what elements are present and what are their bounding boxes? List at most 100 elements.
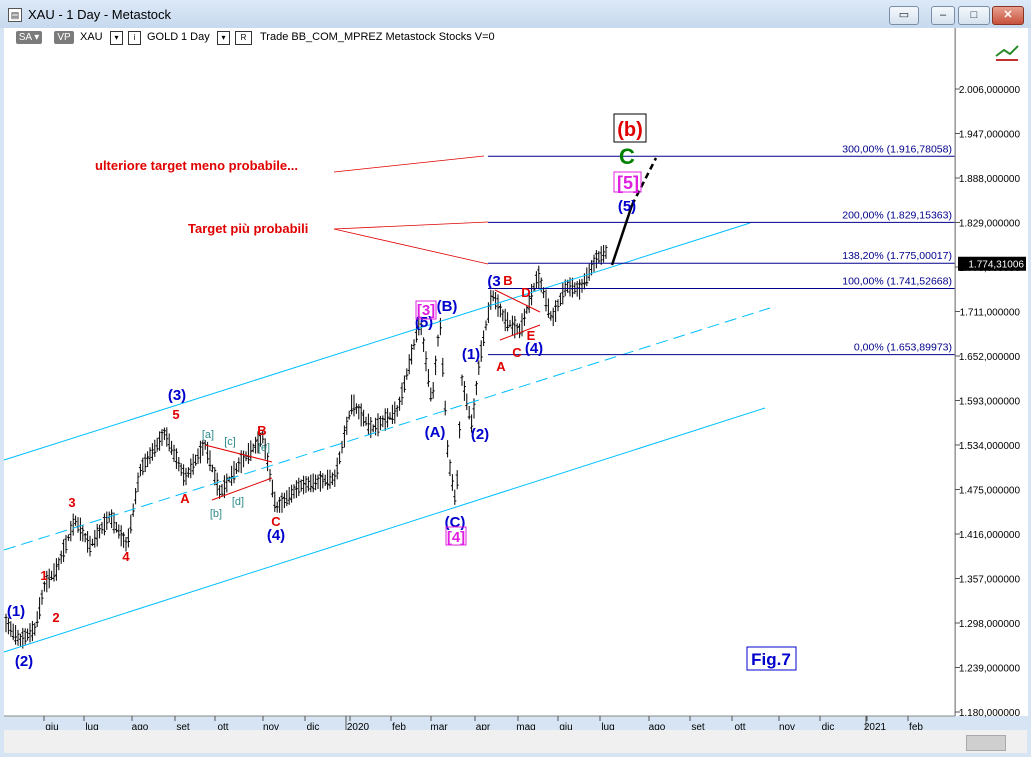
price-bar — [218, 485, 222, 499]
price-bar — [448, 459, 452, 477]
sa-button[interactable]: SA ▾ — [16, 31, 42, 44]
restore-small-icon[interactable]: ▭ — [889, 6, 919, 25]
price-bar — [474, 380, 478, 396]
last-price-label: 1.774,31006 — [968, 260, 1024, 271]
price-bar — [587, 263, 591, 281]
price-bar — [126, 528, 130, 548]
price-bar — [232, 461, 236, 484]
price-bar — [71, 513, 75, 536]
price-bar — [237, 457, 241, 473]
price-tick-label: 1.947,000000 — [959, 130, 1021, 141]
price-bar — [110, 509, 114, 529]
price-bar — [210, 464, 214, 473]
chart-area[interactable] — [4, 48, 955, 716]
price-bar — [98, 524, 102, 539]
price-bar — [350, 394, 354, 415]
wave-b-label: (b) — [617, 119, 643, 141]
price-bar — [42, 581, 46, 592]
price-bar — [251, 443, 255, 453]
price-bar — [309, 474, 313, 493]
price-bar — [431, 382, 435, 399]
price-bar — [357, 404, 361, 420]
wave-label-red: D — [521, 285, 530, 300]
title-bar[interactable]: ▤ XAU - 1 Day - Metastock ▭ – □ ✕ — [0, 0, 1031, 28]
projection-line — [610, 204, 634, 266]
price-bar — [162, 427, 166, 441]
price-bar — [148, 447, 152, 464]
info-button[interactable]: i — [128, 31, 141, 45]
price-tick-label: 1.888,000000 — [959, 174, 1021, 185]
price-bar — [21, 627, 25, 649]
price-bar — [294, 480, 298, 499]
price-bar — [412, 339, 416, 350]
price-bar — [227, 476, 231, 483]
price-tick-label: 1.593,000000 — [959, 397, 1021, 408]
price-tick-label: 1.711,000000 — [960, 308, 1021, 319]
price-bar — [470, 414, 474, 433]
price-bar — [45, 570, 49, 593]
wave-label-blue: (5) — [415, 314, 433, 331]
time-tick-label: giu — [559, 722, 572, 733]
time-tick-label: mar — [430, 722, 448, 733]
price-bar — [150, 443, 154, 461]
scroll-thumb[interactable] — [966, 735, 1006, 751]
price-bar — [76, 517, 80, 533]
price-bar — [81, 525, 85, 542]
price-bar — [266, 452, 270, 472]
close-icon[interactable]: ✕ — [992, 6, 1024, 25]
wave-label-blue: (A) — [425, 424, 446, 441]
trend-tool-icon — [995, 45, 1019, 57]
price-bar — [59, 550, 63, 564]
price-bar — [297, 477, 301, 497]
price-bar — [436, 334, 440, 347]
wave-label-teal: [b] — [210, 508, 222, 520]
maximize-icon[interactable]: □ — [958, 6, 990, 25]
price-bar — [443, 400, 447, 416]
wave-label-red: 5 — [172, 407, 179, 422]
price-bar — [347, 410, 351, 420]
price-bar — [119, 525, 123, 547]
price-bar — [66, 534, 70, 541]
period-text: 1 Day — [181, 31, 210, 43]
wave-b-box — [613, 113, 647, 143]
price-bar — [208, 450, 212, 471]
price-bar — [458, 421, 462, 439]
price-bar — [599, 246, 603, 265]
price-bar — [544, 289, 548, 312]
price-bar — [234, 463, 238, 475]
price-bar — [189, 458, 193, 479]
price-bar — [225, 473, 229, 493]
vp-button[interactable]: VP — [54, 31, 74, 44]
symbol-dropdown[interactable]: ▾ — [110, 31, 123, 45]
price-bar — [402, 375, 406, 393]
horizontal-scrollbar[interactable] — [4, 730, 1027, 753]
window-title: XAU - 1 Day - Metastock — [28, 7, 172, 22]
price-bar — [299, 479, 303, 492]
price-bar — [410, 344, 414, 365]
price-bar — [525, 305, 529, 314]
price-bar — [184, 467, 188, 486]
price-bar — [467, 405, 471, 420]
price-bar — [566, 279, 570, 293]
minimize-icon[interactable]: – — [931, 6, 955, 25]
time-tick-label: dic — [307, 722, 320, 733]
fib-level-label: 138,20% (1.775,00017) — [842, 250, 952, 262]
price-bar — [69, 520, 73, 542]
price-bar — [52, 563, 56, 582]
price-bar — [558, 292, 562, 307]
price-bar — [479, 340, 483, 362]
document-icon: ▤ — [8, 8, 22, 22]
period-dropdown[interactable]: ▾ — [217, 31, 230, 45]
price-bar — [64, 534, 68, 554]
annotation-pointer — [333, 228, 489, 265]
price-bar — [345, 416, 349, 435]
price-bar — [129, 514, 133, 534]
price-bar — [585, 267, 589, 287]
price-bar — [417, 314, 421, 336]
wave-label-blue: (4) — [525, 340, 543, 357]
price-bar — [602, 244, 606, 263]
r-button[interactable]: R — [235, 31, 252, 45]
price-bar — [191, 453, 195, 475]
price-bar — [503, 308, 507, 332]
